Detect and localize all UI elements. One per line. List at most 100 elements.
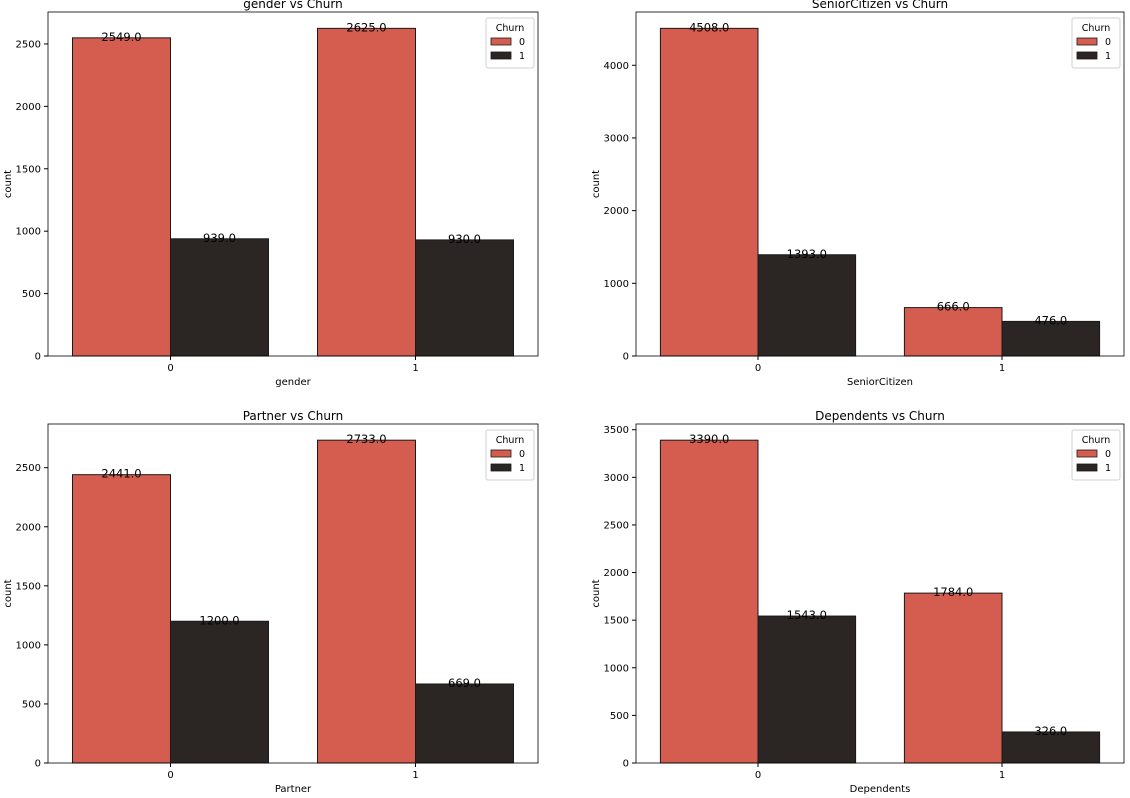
chart-panel-1: gender vs Churn2549.0939.002625.0930.010… xyxy=(3,0,539,388)
legend: Churn 0 1 xyxy=(1071,17,1121,69)
y-tick-label: 2500 xyxy=(604,520,629,531)
y-tick-label: 2000 xyxy=(16,102,41,113)
y-tick-label: 1000 xyxy=(604,663,629,674)
y-tick-label: 2500 xyxy=(16,463,41,474)
bar xyxy=(1001,731,1101,764)
data-label: 2549.0 xyxy=(101,30,141,44)
axes-frame xyxy=(635,11,1125,357)
y-tick-label: 1500 xyxy=(16,581,41,592)
data-label: 476.0 xyxy=(1034,313,1067,327)
y-tick-label: 2500 xyxy=(16,39,41,50)
legend-title: Churn xyxy=(1082,435,1110,446)
legend-entry: 1 xyxy=(519,51,525,62)
data-label: 1393.0 xyxy=(787,247,827,261)
data-label: 3390.0 xyxy=(689,432,729,446)
x-axis-label: Dependents xyxy=(850,784,911,795)
legend-entry: 0 xyxy=(519,37,525,48)
data-label: 4508.0 xyxy=(689,20,729,34)
axes-frame xyxy=(635,423,1125,764)
legend-swatch xyxy=(1076,463,1098,472)
x-tick-label: 1 xyxy=(412,363,418,374)
y-tick-label: 3000 xyxy=(604,133,629,144)
y-tick-label: 500 xyxy=(610,711,629,722)
legend-title: Churn xyxy=(496,435,524,446)
y-axis-label: count xyxy=(3,579,14,607)
chart-title: SeniorCitizen vs Churn xyxy=(812,0,948,11)
x-tick-label: 1 xyxy=(412,770,418,781)
bar xyxy=(317,27,416,357)
x-axis-label: Partner xyxy=(275,784,312,795)
bar xyxy=(659,27,759,357)
y-tick-label: 2000 xyxy=(604,568,629,579)
y-tick-label: 1000 xyxy=(16,227,41,238)
data-label: 2733.0 xyxy=(346,432,386,446)
bar xyxy=(170,238,269,357)
data-label: 669.0 xyxy=(448,676,481,690)
bar xyxy=(415,239,514,357)
y-tick-label: 2000 xyxy=(16,522,41,533)
y-tick-label: 0 xyxy=(35,759,41,770)
data-label: 1784.0 xyxy=(933,585,973,599)
y-tick-label: 3000 xyxy=(604,473,629,484)
legend-swatch xyxy=(1076,51,1098,60)
x-tick-label: 0 xyxy=(167,363,173,374)
y-tick-label: 1000 xyxy=(16,640,41,651)
legend-swatch xyxy=(490,449,512,458)
data-label: 666.0 xyxy=(937,300,970,314)
x-tick-label: 0 xyxy=(755,363,761,374)
legend: Churn 0 1 xyxy=(485,429,535,481)
chart-title: Partner vs Churn xyxy=(243,409,344,423)
y-tick-label: 500 xyxy=(22,289,41,300)
bar xyxy=(72,474,171,764)
legend: Churn 0 1 xyxy=(485,17,535,69)
bar xyxy=(757,615,857,764)
legend-entry: 0 xyxy=(519,449,525,460)
chart-title: gender vs Churn xyxy=(243,0,342,11)
y-tick-label: 0 xyxy=(35,352,41,363)
y-axis-label: count xyxy=(591,579,602,607)
data-label: 2441.0 xyxy=(101,467,141,481)
x-axis-label: SeniorCitizen xyxy=(847,377,913,388)
y-tick-label: 500 xyxy=(22,699,41,710)
y-tick-label: 0 xyxy=(623,759,629,770)
x-tick-label: 0 xyxy=(755,770,761,781)
legend: Churn 0 1 xyxy=(1071,429,1121,481)
legend-entry: 0 xyxy=(1105,37,1111,48)
bar xyxy=(72,37,171,357)
y-tick-label: 1000 xyxy=(604,279,629,290)
legend-entry: 1 xyxy=(519,463,525,474)
legend-entry: 1 xyxy=(1105,51,1111,62)
data-label: 930.0 xyxy=(448,232,481,246)
y-tick-label: 2000 xyxy=(604,206,629,217)
data-label: 939.0 xyxy=(203,231,236,245)
chart-panel-4: Dependents vs Churn 3390.0 1543.0 0 1784.0 32… xyxy=(591,409,1125,795)
y-axis-label: count xyxy=(3,170,14,198)
data-label: 1543.0 xyxy=(787,608,827,622)
bar xyxy=(415,683,514,764)
legend-swatch xyxy=(1076,449,1098,458)
legend-swatch xyxy=(490,37,512,46)
x-tick-label: 0 xyxy=(167,770,173,781)
legend-title: Churn xyxy=(496,23,524,34)
bar xyxy=(659,439,759,764)
bar xyxy=(757,254,857,357)
legend-entry: 1 xyxy=(1105,463,1111,474)
axes-frame xyxy=(47,423,539,764)
y-tick-label: 3500 xyxy=(604,425,629,436)
bar xyxy=(170,620,269,764)
bar xyxy=(903,307,1003,357)
y-tick-label: 1500 xyxy=(604,616,629,627)
axes-frame xyxy=(47,11,539,357)
y-axis-label: count xyxy=(591,170,602,198)
legend-entry: 0 xyxy=(1105,449,1111,460)
x-axis-label: gender xyxy=(275,377,311,388)
x-tick-label: 1 xyxy=(999,363,1005,374)
y-tick-label: 4000 xyxy=(604,61,629,72)
data-label: 2625.0 xyxy=(346,20,386,34)
data-label: 1200.0 xyxy=(199,613,239,627)
bar xyxy=(317,439,416,764)
x-tick-label: 1 xyxy=(999,770,1005,781)
y-tick-label: 0 xyxy=(623,352,629,363)
y-tick-label: 1500 xyxy=(16,164,41,175)
